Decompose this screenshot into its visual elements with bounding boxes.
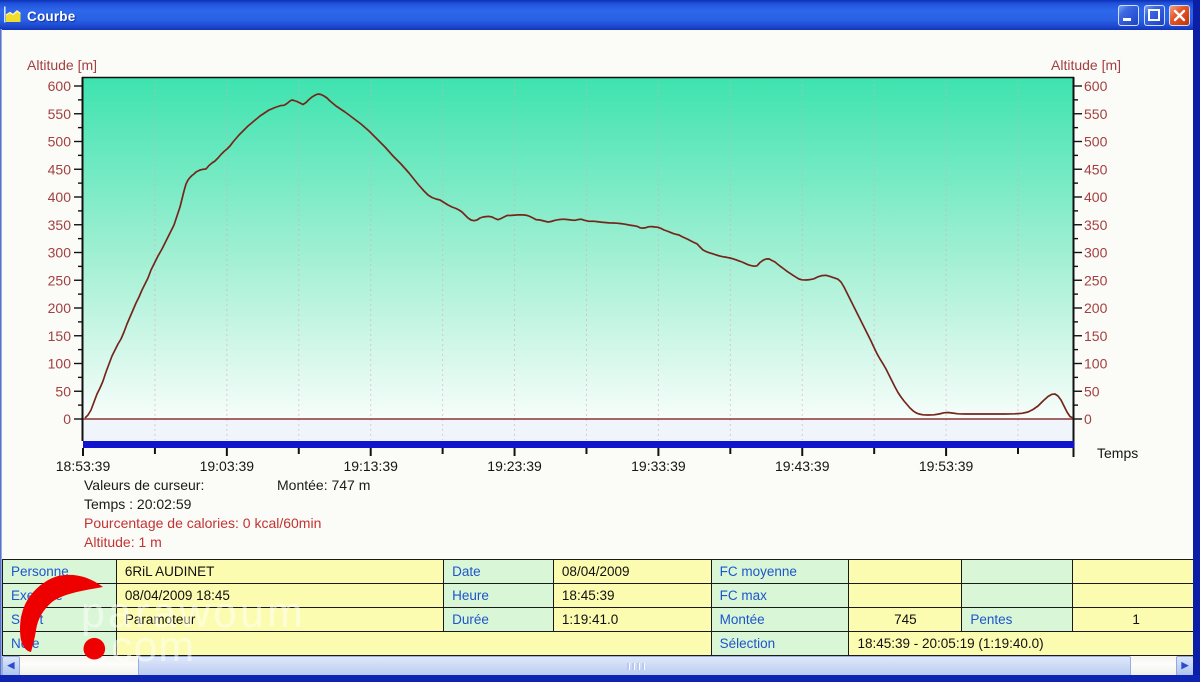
svg-text:200: 200 [48,300,72,316]
svg-text:300: 300 [1084,245,1108,261]
svg-text:19:23:39: 19:23:39 [487,458,542,474]
svg-text:250: 250 [48,272,72,288]
svg-text:450: 450 [48,161,72,177]
svg-text:150: 150 [48,328,72,344]
svg-text:250: 250 [1084,272,1108,288]
svg-text:600: 600 [1084,78,1108,94]
svg-text:350: 350 [1084,217,1108,233]
svg-text:Temps: Temps [1097,445,1138,461]
svg-text:.com: .com [98,623,195,671]
svg-text:19:03:39: 19:03:39 [200,458,255,474]
svg-text:Temps : 20:02:59: Temps : 20:02:59 [84,496,192,512]
svg-text:Altitude [m]: Altitude [m] [1051,57,1121,73]
svg-text:0: 0 [1084,411,1092,427]
svg-text:300: 300 [48,245,72,261]
svg-text:parawoum: parawoum [81,589,306,637]
svg-text:500: 500 [48,134,72,150]
svg-text:Altitude: 1 m: Altitude: 1 m [84,534,162,550]
svg-text:200: 200 [1084,300,1108,316]
svg-text:18:53:39: 18:53:39 [56,458,111,474]
svg-text:500: 500 [1084,134,1108,150]
svg-text:100: 100 [1084,356,1108,372]
svg-text:19:13:39: 19:13:39 [343,458,398,474]
svg-text:19:33:39: 19:33:39 [631,458,686,474]
svg-text:550: 550 [48,106,72,122]
svg-text:19:43:39: 19:43:39 [775,458,830,474]
svg-text:0: 0 [63,411,71,427]
svg-text:50: 50 [1084,383,1100,399]
svg-text:400: 400 [48,189,72,205]
svg-text:550: 550 [1084,106,1108,122]
svg-text:400: 400 [1084,189,1108,205]
svg-text:450: 450 [1084,161,1108,177]
svg-text:50: 50 [55,383,71,399]
svg-text:Montée: 747 m: Montée: 747 m [277,477,370,493]
svg-text:Valeurs de curseur:: Valeurs de curseur: [84,477,204,493]
svg-text:Pourcentage de calories: 0 kca: Pourcentage de calories: 0 kcal/60min [84,515,321,531]
svg-text:350: 350 [48,217,72,233]
svg-text:150: 150 [1084,328,1108,344]
svg-text:600: 600 [48,78,72,94]
svg-text:19:53:39: 19:53:39 [919,458,974,474]
svg-text:100: 100 [48,356,72,372]
svg-text:Altitude [m]: Altitude [m] [27,57,97,73]
